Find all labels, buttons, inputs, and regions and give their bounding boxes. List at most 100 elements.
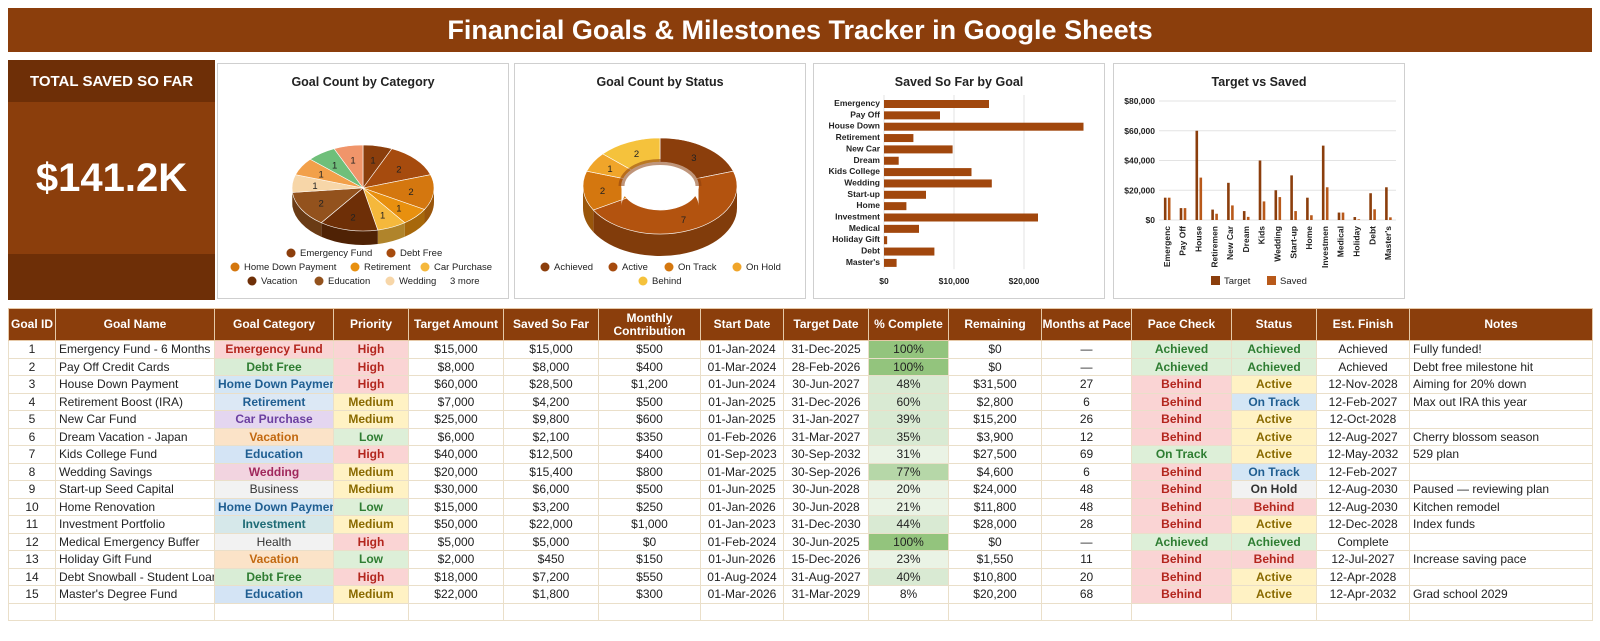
cell-goal-name[interactable]: Kids College Fund — [55, 445, 215, 464]
cell-goal-name[interactable]: Home Renovation — [55, 497, 215, 516]
saved-bar-new-car[interactable] — [884, 145, 953, 154]
column-header-goal-name[interactable]: Goal Name — [55, 308, 215, 341]
column-header-priority[interactable]: Priority — [333, 308, 409, 341]
cell-percent-complete[interactable]: 48% — [868, 375, 949, 394]
target-bar-target-pay-off[interactable] — [1179, 208, 1183, 220]
column-header-status[interactable]: Status — [1231, 308, 1317, 341]
cell-goal-category[interactable]: Education — [214, 445, 334, 464]
cell-percent-complete[interactable]: 100% — [868, 532, 949, 551]
target-bar-target-retiremen[interactable] — [1211, 209, 1214, 220]
cell-priority[interactable]: Medium — [333, 585, 409, 604]
cell-pace-check[interactable]: Behind — [1131, 585, 1232, 604]
cell-goal-name[interactable]: Medical Emergency Buffer — [55, 532, 215, 551]
table-row[interactable]: 8 Wedding Savings Wedding Medium $20,000 $15,… — [8, 462, 1593, 481]
cell-percent-complete[interactable]: 39% — [868, 410, 949, 429]
cell-start-date[interactable]: 01-Sep-2023 — [700, 445, 784, 464]
cell-priority[interactable]: Medium — [333, 480, 409, 499]
cell-goal-category[interactable]: Car Purchase — [214, 410, 334, 429]
cell-notes[interactable]: Grad school 2029 — [1409, 585, 1593, 604]
category-legend-car-purchase[interactable]: Car Purchase — [434, 262, 492, 273]
table-row[interactable]: 2 Pay Off Credit Cards Debt Free High $8,000… — [8, 357, 1593, 376]
cell-notes[interactable] — [1409, 532, 1593, 551]
cell-saved-so-far[interactable]: $15,400 — [503, 462, 599, 481]
cell-goal-name[interactable]: Pay Off Credit Cards — [55, 357, 215, 376]
target-bar-target-wedding[interactable] — [1274, 190, 1278, 220]
cell-goal-id[interactable]: 8 — [8, 462, 56, 481]
cell-priority[interactable]: Medium — [333, 462, 409, 481]
cell-remaining[interactable]: $28,000 — [948, 515, 1042, 534]
cell-goal-category[interactable]: Emergency Fund — [214, 340, 334, 359]
cell-notes[interactable]: 529 plan — [1409, 445, 1593, 464]
cell-pace-check[interactable]: Behind — [1131, 427, 1232, 446]
table-row[interactable]: 15 Master's Degree Fund Education Medium $22… — [8, 585, 1593, 604]
cell-percent-complete[interactable]: 77% — [868, 462, 949, 481]
cell-months-at-pace[interactable]: 11 — [1041, 550, 1132, 569]
saved-bar-debt[interactable] — [884, 247, 935, 256]
cell-goal-category[interactable]: Home Down Payment — [214, 375, 334, 394]
cell-goal-id[interactable]: 9 — [8, 480, 56, 499]
status-legend-on-hold[interactable]: On Hold — [746, 262, 781, 273]
column-header-est-finish[interactable]: Est. Finish — [1316, 308, 1410, 341]
cell-months-at-pace[interactable]: — — [1041, 532, 1132, 551]
cell-goal-id[interactable]: 2 — [8, 357, 56, 376]
cell-target-amount[interactable]: $25,000 — [408, 410, 504, 429]
cell-remaining[interactable]: $2,800 — [948, 392, 1042, 411]
cell-notes[interactable]: Fully funded! — [1409, 340, 1593, 359]
cell-months-at-pace[interactable]: 6 — [1041, 462, 1132, 481]
cell-saved-so-far[interactable]: $8,000 — [503, 357, 599, 376]
cell-est-finish[interactable]: 12-Apr-2028 — [1316, 567, 1410, 586]
cell-saved-so-far[interactable]: $6,000 — [503, 480, 599, 499]
cell-monthly-contribution[interactable]: $250 — [598, 497, 701, 516]
status-legend-on-track[interactable]: On Track — [678, 262, 717, 273]
cell-goal-category[interactable]: Home Down Payment — [214, 497, 334, 516]
cell-target-date[interactable]: 31-Dec-2030 — [783, 515, 869, 534]
cell-monthly-contribution[interactable]: $400 — [598, 445, 701, 464]
cell-priority[interactable]: High — [333, 340, 409, 359]
cell-start-date[interactable]: 01-Aug-2024 — [700, 567, 784, 586]
cell-pace-check[interactable]: Behind — [1131, 497, 1232, 516]
table-row[interactable]: 7 Kids College Fund Education High $40,000 $1… — [8, 445, 1593, 464]
cell-target-date[interactable]: 30-Jun-2027 — [783, 375, 869, 394]
column-header-notes[interactable]: Notes — [1409, 308, 1593, 341]
cell-target-amount[interactable]: $7,000 — [408, 392, 504, 411]
cell-priority[interactable]: High — [333, 532, 409, 551]
table-row-empty[interactable] — [8, 602, 1593, 621]
cell-months-at-pace[interactable]: 27 — [1041, 375, 1132, 394]
cell-est-finish[interactable]: 12-Dec-2028 — [1316, 515, 1410, 534]
cell-percent-complete[interactable]: 23% — [868, 550, 949, 569]
cell-goal-category[interactable]: Investment — [214, 515, 334, 534]
cell-est-finish[interactable]: Achieved — [1316, 357, 1410, 376]
cell-goal-category[interactable]: Education — [214, 585, 334, 604]
cell-target-amount[interactable]: $30,000 — [408, 480, 504, 499]
target-bar-target-investmen[interactable] — [1321, 145, 1325, 220]
table-row[interactable]: 13 Holiday Gift Fund Vacation Low $2,000 $450… — [8, 550, 1593, 569]
target-bar-saved-debt[interactable] — [1373, 209, 1376, 220]
cell-goal-name[interactable]: Emergency Fund - 6 Months — [55, 340, 215, 359]
cell-priority[interactable]: Medium — [333, 410, 409, 429]
cell-target-amount[interactable]: $5,000 — [408, 532, 504, 551]
cell-status[interactable]: On Track — [1231, 392, 1317, 411]
cell-goal-name[interactable]: Holiday Gift Fund — [55, 550, 215, 569]
category-legend-vacation[interactable]: Vacation — [261, 276, 297, 287]
cell-priority[interactable]: Low — [333, 550, 409, 569]
cell-notes[interactable]: Kitchen remodel — [1409, 497, 1593, 516]
cell-status[interactable]: Active — [1231, 567, 1317, 586]
cell-monthly-contribution[interactable]: $500 — [598, 392, 701, 411]
target-bar-saved-medical[interactable] — [1341, 212, 1345, 220]
cell-monthly-contribution[interactable]: $500 — [598, 480, 701, 499]
cell-target-amount[interactable]: $50,000 — [408, 515, 504, 534]
saved-bar-pay-off[interactable] — [884, 111, 940, 120]
cell-empty[interactable] — [948, 602, 1042, 621]
cell-notes[interactable] — [1409, 567, 1593, 586]
cell-percent-complete[interactable]: 20% — [868, 480, 949, 499]
cell-monthly-contribution[interactable]: $1,200 — [598, 375, 701, 394]
cell-empty[interactable] — [1131, 602, 1232, 621]
target-bar-saved-pay-off[interactable] — [1183, 208, 1187, 220]
cell-goal-id[interactable]: 1 — [8, 340, 56, 359]
cell-start-date[interactable]: 01-Feb-2026 — [700, 427, 784, 446]
cell-est-finish[interactable]: 12-Feb-2027 — [1316, 462, 1410, 481]
cell-target-date[interactable]: 30-Jun-2025 — [783, 532, 869, 551]
cell-pace-check[interactable]: Achieved — [1131, 340, 1232, 359]
cell-remaining[interactable]: $4,600 — [948, 462, 1042, 481]
cell-target-amount[interactable]: $22,000 — [408, 585, 504, 604]
